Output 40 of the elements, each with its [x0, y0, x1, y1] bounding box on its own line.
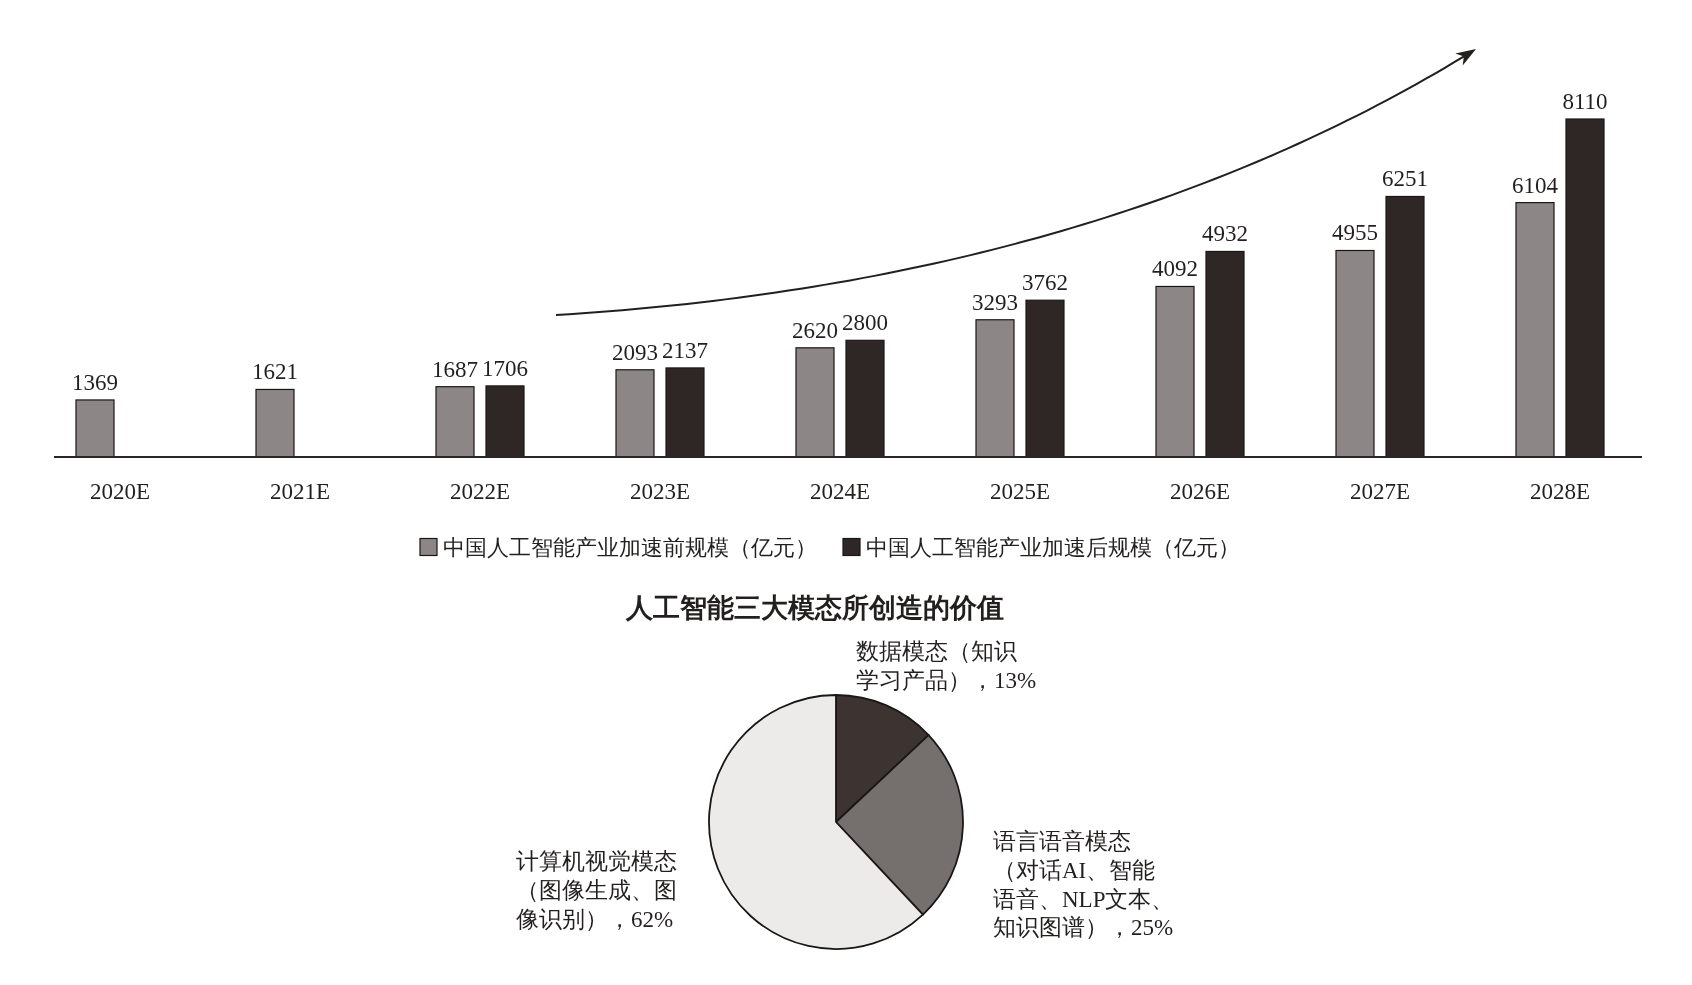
legend-label: 中国人工智能产业加速后规模（亿元） [866, 534, 1240, 560]
data-label: 1706 [482, 355, 528, 381]
data-label: 2093 [612, 339, 658, 365]
x-tick-label: 2027E [1349, 479, 1411, 504]
data-label: 4092 [1152, 256, 1198, 282]
data-label: 2620 [792, 317, 838, 343]
bar [75, 399, 115, 458]
x-tick-label: 2024E [809, 479, 871, 504]
data-label: 6104 [1512, 172, 1559, 198]
legend-label: 中国人工智能产业加速前规模（亿元） [443, 534, 817, 560]
bar [615, 369, 655, 458]
bar [1335, 249, 1375, 458]
x-tick-label: 2028E [1529, 479, 1591, 504]
x-tick-label: 2022E [449, 479, 511, 504]
chart-title: 人工智能三大模态所创造的价值 [625, 592, 1004, 623]
slice-label: 计算机视觉模态（图像生成、图像识别），62% [516, 849, 677, 932]
bar [1155, 285, 1195, 458]
bar [255, 388, 295, 458]
data-label: 3293 [972, 289, 1018, 315]
slice-label: 语言语音模态（对话AI、智能语音、NLP文本、知识图谱），25% [993, 829, 1175, 941]
x-tick-label: 2021E [269, 479, 331, 504]
data-label: 1621 [252, 359, 298, 385]
data-label: 4932 [1202, 221, 1248, 247]
x-tick-label: 2026E [1169, 479, 1231, 504]
data-label: 2800 [842, 310, 888, 336]
x-tick-label: 2020E [89, 479, 151, 504]
x-tick-label: 2023E [629, 479, 691, 504]
data-label: 1687 [432, 356, 478, 382]
bar [795, 347, 835, 458]
data-label: 4955 [1332, 220, 1378, 246]
data-label: 1369 [72, 369, 118, 395]
bar [435, 386, 475, 458]
x-tick-label: 2025E [989, 479, 1051, 504]
data-label: 6251 [1382, 166, 1428, 192]
bar [1515, 202, 1555, 458]
data-label: 8110 [1562, 89, 1608, 114]
bar [975, 319, 1015, 458]
data-label: 2137 [662, 337, 708, 363]
data-label: 3762 [1022, 270, 1068, 296]
slice-label: 数据模态（知识学习产品），13% [856, 639, 1037, 693]
